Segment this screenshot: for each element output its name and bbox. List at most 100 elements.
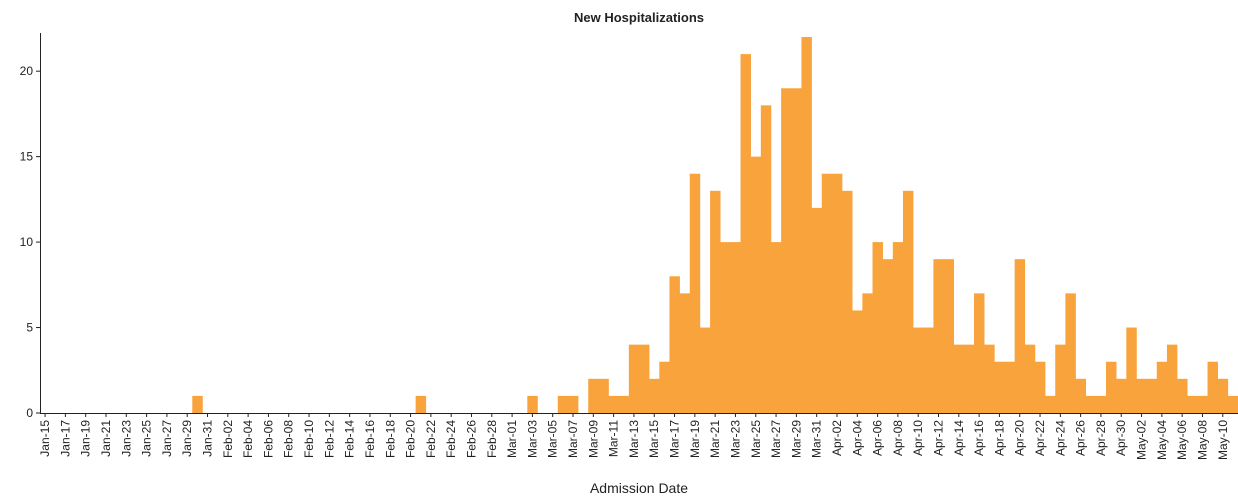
bar <box>1055 344 1066 413</box>
bar <box>923 327 934 413</box>
bar <box>740 54 751 413</box>
bar <box>1045 395 1056 413</box>
bar <box>527 395 538 413</box>
bar <box>588 378 599 413</box>
bar <box>862 293 873 413</box>
x-tick-label: Mar-21 <box>708 420 722 458</box>
bar <box>831 173 843 413</box>
bar <box>1187 395 1198 413</box>
bar <box>608 395 619 413</box>
x-tick-label: Apr-08 <box>891 420 905 456</box>
x-tick-label: Jan-19 <box>79 420 93 457</box>
x-tick-label: Mar-19 <box>688 420 702 458</box>
bar <box>1126 327 1137 413</box>
x-tick-label: May-10 <box>1216 420 1230 460</box>
x-tick-label: Feb-28 <box>485 420 499 458</box>
bar <box>649 378 660 413</box>
x-tick-label: Apr-12 <box>932 420 946 456</box>
bar <box>984 344 995 413</box>
x-tick-label: Apr-06 <box>871 420 885 456</box>
bar <box>1166 344 1178 413</box>
bar <box>192 395 203 413</box>
x-tick-label: Apr-04 <box>850 420 864 456</box>
bar <box>882 259 894 413</box>
bar <box>628 344 640 413</box>
bar <box>892 242 904 413</box>
x-tick-label: Mar-31 <box>810 420 824 458</box>
x-tick-label: Feb-04 <box>241 420 255 458</box>
y-tick-label: 15 <box>20 150 34 164</box>
bar <box>1106 361 1117 413</box>
x-tick-label: Apr-02 <box>830 420 844 456</box>
x-tick-label: Jan-29 <box>180 420 194 457</box>
bar <box>618 395 630 413</box>
x-tick-label: May-04 <box>1155 420 1169 460</box>
bar <box>811 207 823 413</box>
bar <box>1095 395 1107 413</box>
y-tick-label: 20 <box>20 64 34 78</box>
bar <box>1136 378 1147 413</box>
x-tick-label: Mar-29 <box>789 420 803 458</box>
x-tick-label: Apr-16 <box>972 420 986 456</box>
bar <box>1065 293 1076 413</box>
bar <box>760 105 772 413</box>
bar <box>852 310 863 413</box>
x-tick-label: Jan-17 <box>58 420 72 457</box>
bar <box>1034 361 1046 413</box>
x-tick-label: Feb-14 <box>343 420 357 458</box>
bar <box>974 293 985 413</box>
x-tick-label: Feb-24 <box>444 420 458 458</box>
x-tick-label: Mar-15 <box>647 420 661 458</box>
bar <box>791 88 802 413</box>
bar <box>1116 378 1127 413</box>
x-tick-label: Mar-23 <box>728 420 742 458</box>
x-tick-label: Jan-31 <box>201 420 215 457</box>
x-tick-label: Feb-22 <box>424 420 438 458</box>
x-tick-label: Mar-11 <box>607 420 621 457</box>
bar <box>913 327 924 413</box>
bar <box>781 88 792 413</box>
bar <box>1024 344 1036 413</box>
bar <box>1156 361 1168 413</box>
x-tick-label: Feb-12 <box>322 420 336 458</box>
x-tick-label: Jan-25 <box>140 420 154 457</box>
bar <box>679 293 691 413</box>
x-tick-label: Apr-22 <box>1033 420 1047 456</box>
x-tick-label: Mar-13 <box>627 420 641 458</box>
x-tick-label: Feb-08 <box>282 420 296 458</box>
x-tick-label: May-02 <box>1135 420 1149 460</box>
bar <box>902 190 914 413</box>
bar <box>821 173 833 413</box>
y-tick-label: 10 <box>20 235 34 249</box>
x-tick-label: Mar-25 <box>749 420 763 458</box>
x-tick-label: Apr-28 <box>1094 420 1108 456</box>
x-tick-label: May-08 <box>1195 420 1209 460</box>
x-tick-label: Apr-24 <box>1053 420 1067 456</box>
x-tick-label: Feb-18 <box>383 420 397 458</box>
bar <box>720 242 731 413</box>
bar <box>1004 361 1015 413</box>
bar <box>1227 395 1238 413</box>
bar <box>994 361 1005 413</box>
bar <box>1146 378 1158 413</box>
bar <box>943 259 955 413</box>
x-tick-label: Mar-07 <box>566 420 580 458</box>
x-tick-label: Apr-26 <box>1074 420 1088 456</box>
x-tick-label: Mar-01 <box>505 420 519 458</box>
bar <box>1217 378 1229 413</box>
y-tick-label: 5 <box>26 321 33 335</box>
bar <box>659 361 670 413</box>
bar <box>1085 395 1097 413</box>
x-axis-title: Admission Date <box>590 480 688 496</box>
x-tick-label: Apr-18 <box>992 420 1006 456</box>
x-tick-label: Apr-14 <box>952 420 966 456</box>
x-tick-label: Feb-26 <box>464 420 478 458</box>
x-tick-label: Jan-21 <box>99 420 113 457</box>
x-tick-label: Jan-23 <box>119 420 133 457</box>
x-tick-label: Mar-27 <box>769 420 783 458</box>
bar <box>963 344 975 413</box>
x-tick-label: Feb-20 <box>404 420 418 458</box>
x-tick-label: Jan-15 <box>38 420 52 457</box>
bar <box>598 378 609 413</box>
